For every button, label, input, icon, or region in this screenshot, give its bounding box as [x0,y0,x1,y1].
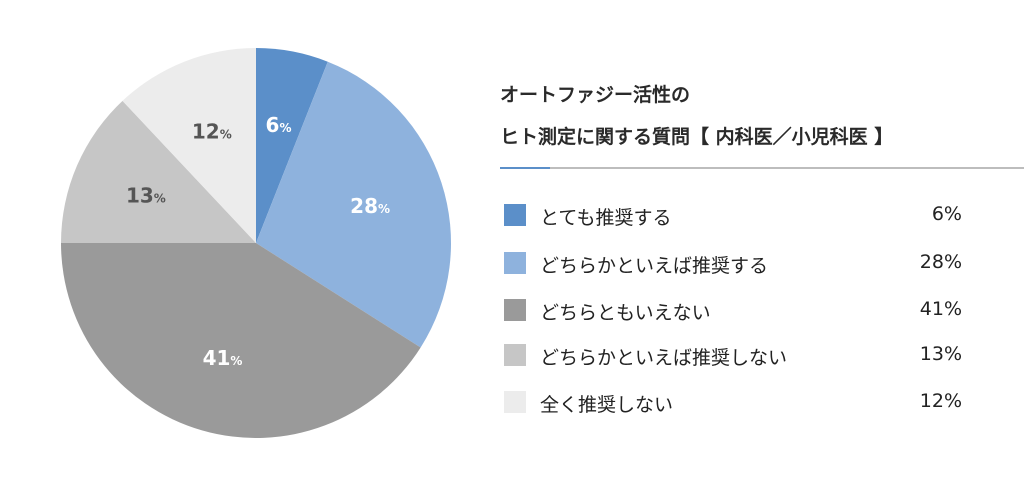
legend-label: どちらかといえば推奨しない [540,347,788,369]
pie-slice-label-4: 13% [126,183,166,207]
chart-title-line-2: ヒト測定に関する質問【 内科医／小児科医 】 [500,126,894,148]
legend-item-1: とても推奨する 6% [500,203,962,229]
chart-title-line-1: オートファジー活性の [500,84,691,106]
legend-item-5: 全く推奨しない 12% [500,390,962,416]
pie-slice-label-2: 28% [350,194,390,218]
legend-item-4: どちらかといえば推奨しない 13% [500,343,962,369]
legend-value: 13% [919,343,962,365]
legend-item-2: どちらかといえば推奨する 28% [500,251,962,277]
pie-slice-label-3: 41% [203,346,243,370]
pie-slice-4 [61,100,256,243]
legend-swatch [504,344,526,366]
legend-label: 全く推奨しない [540,394,674,416]
pie-slice-label-1: 6% [266,113,292,137]
legend-value: 41% [919,298,962,320]
legend-value: 6% [931,203,962,225]
legend-swatch [504,299,526,321]
pie-slice-2 [256,61,451,348]
legend-label: どちらかといえば推奨する [540,255,769,277]
legend-swatch [504,204,526,226]
legend-label: どちらともいえない [540,302,711,324]
pie-chart: 6% 28% 41% 13% 12% [61,47,451,438]
legend-swatch [504,252,526,274]
title-divider [500,167,1024,169]
legend-item-3: どちらともいえない 41% [500,298,962,324]
pie-slice-label-5: 12% [192,119,232,143]
legend-label: とても推奨する [540,207,672,229]
pie-slice-3 [61,243,421,438]
pie-slice-5 [122,47,256,243]
title-divider-accent [500,167,550,169]
legend-value: 12% [919,390,962,412]
pie-slice-1 [256,48,328,243]
legend-swatch [504,391,526,413]
legend-value: 28% [919,251,962,273]
